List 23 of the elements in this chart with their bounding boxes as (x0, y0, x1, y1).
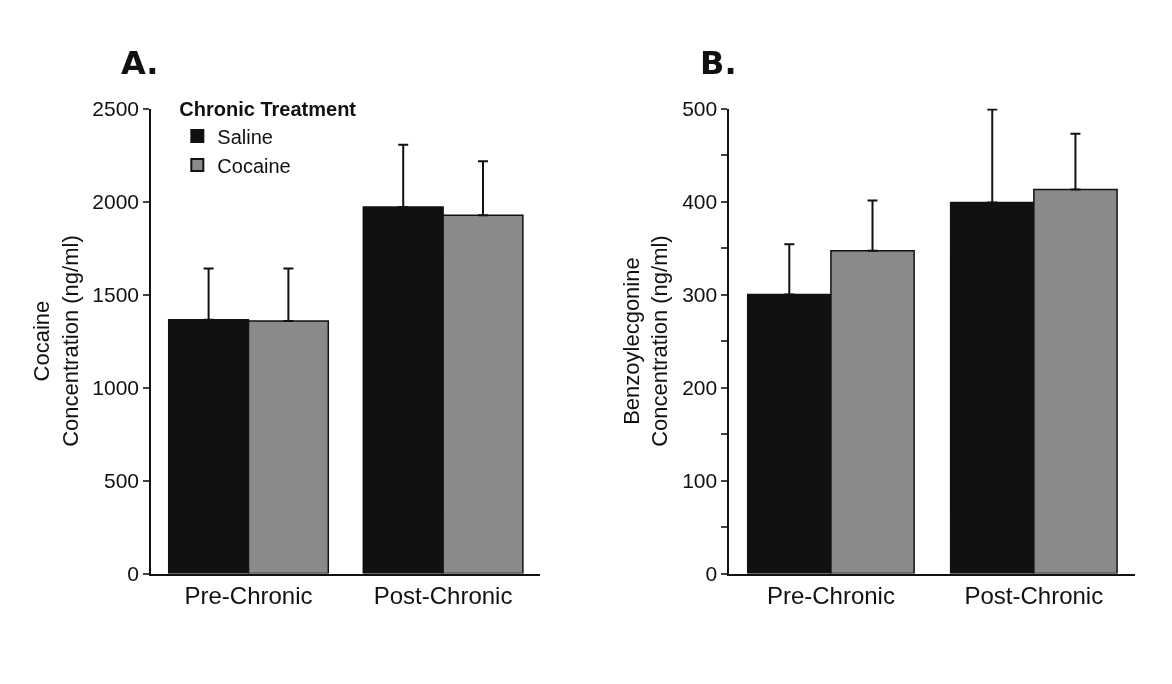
y-tick-label: 0 (705, 561, 718, 585)
y-tick-label: 2500 (92, 96, 139, 120)
x-tick-label: Pre-Chronic (184, 582, 313, 610)
chart-title: A. (121, 44, 159, 82)
y-tick-label: 2000 (92, 189, 139, 213)
x-tick-label: Post-Chronic (964, 582, 1104, 610)
y-tick-label: 500 (103, 468, 139, 492)
y-tick-label: 100 (682, 468, 718, 492)
legend-title: Chronic Treatment (179, 98, 357, 121)
legend-label: Cocaine (217, 154, 291, 177)
chart-title: B. (700, 44, 737, 82)
y-tick-label: 1000 (92, 375, 139, 399)
y-tick-label: 400 (682, 189, 718, 213)
x-tick-label: Post-Chronic (373, 582, 513, 610)
y-tick-label: 1500 (92, 282, 139, 306)
y-tick-label: 0 (127, 561, 139, 585)
y-tick-label: 300 (682, 282, 718, 306)
legend-label: Saline (217, 125, 273, 148)
y-axis-title: Cocaine Concentration (ng/ml) (28, 235, 83, 447)
y-tick-label: 200 (682, 375, 718, 399)
x-tick-label: Pre-Chronic (766, 582, 895, 610)
y-axis-title: Benzoylecgonine Concentration (ng/ml) (618, 235, 673, 447)
y-tick-label: 500 (682, 96, 718, 120)
